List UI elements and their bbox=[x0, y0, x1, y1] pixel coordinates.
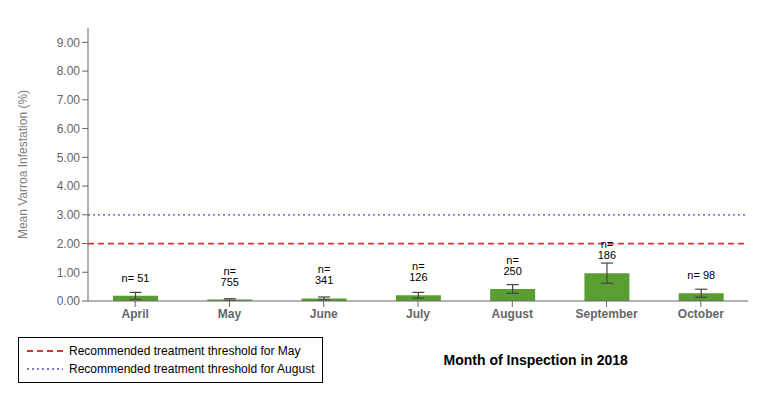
svg-text:September: September bbox=[576, 307, 638, 321]
svg-text:n=250: n=250 bbox=[503, 254, 521, 277]
svg-text:April: April bbox=[121, 307, 148, 321]
svg-text:8.00: 8.00 bbox=[57, 64, 81, 78]
svg-text:n= 98: n= 98 bbox=[687, 269, 715, 281]
svg-text:n= 51: n= 51 bbox=[122, 272, 150, 284]
svg-text:June: June bbox=[310, 307, 338, 321]
svg-text:August: August bbox=[492, 307, 533, 321]
html-text:Recommended treatment threshol: Recommended treatment threshold for Augu… bbox=[69, 362, 315, 376]
html-text:Recommended treatment threshol: Recommended treatment threshold for May bbox=[69, 344, 301, 358]
svg-text:6.00: 6.00 bbox=[57, 122, 81, 136]
svg-text:2.00: 2.00 bbox=[57, 237, 81, 251]
svg-text:7.00: 7.00 bbox=[57, 93, 81, 107]
svg-text:n=755: n=755 bbox=[221, 265, 239, 288]
svg-text:5.00: 5.00 bbox=[57, 151, 81, 165]
svg-text:July: July bbox=[406, 307, 430, 321]
svg-text:3.00: 3.00 bbox=[57, 208, 81, 222]
svg-text:n=126: n=126 bbox=[409, 260, 427, 283]
svg-text:n=341: n=341 bbox=[315, 263, 333, 286]
svg-text:1.00: 1.00 bbox=[57, 266, 81, 280]
svg-text:n=186: n=186 bbox=[598, 238, 616, 261]
html-text:Month of Inspection in 2018: Month of Inspection in 2018 bbox=[443, 352, 628, 368]
svg-text:9.00: 9.00 bbox=[57, 36, 81, 50]
svg-text:Mean Varroa Infestation (%): Mean Varroa Infestation (%) bbox=[16, 90, 30, 239]
svg-text:0.00: 0.00 bbox=[57, 294, 81, 308]
svg-text:October: October bbox=[678, 307, 724, 321]
svg-text:4.00: 4.00 bbox=[57, 179, 81, 193]
svg-text:May: May bbox=[218, 307, 242, 321]
